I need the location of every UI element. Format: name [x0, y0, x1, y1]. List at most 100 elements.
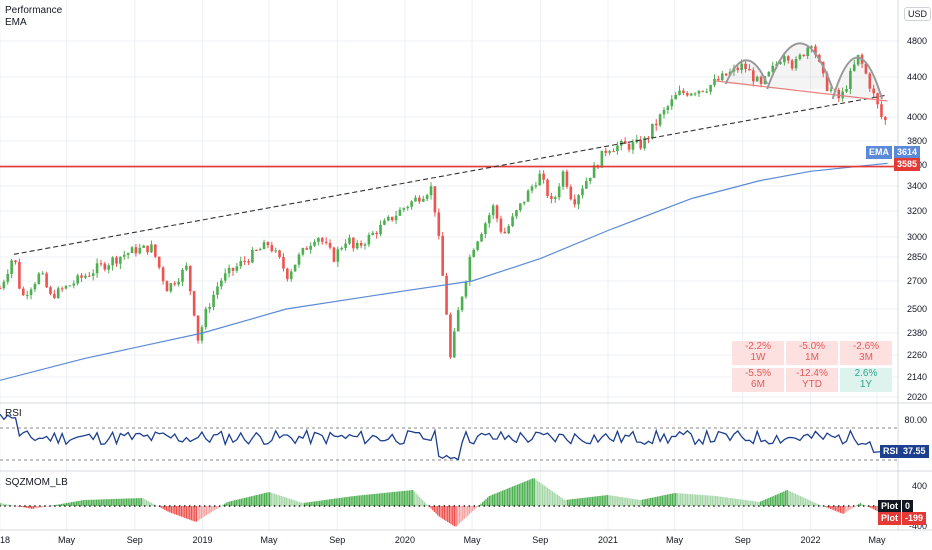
candle-body-89 — [344, 243, 347, 248]
candle-body-67 — [258, 249, 262, 251]
momentum-bar-374 — [621, 497, 624, 506]
momentum-bar-514 — [854, 506, 857, 507]
plot-name-tag-2: Plot — [878, 512, 901, 525]
price-tick-label-12: 2260 — [907, 350, 927, 360]
momentum-bar-447 — [743, 499, 745, 506]
momentum-bar-187 — [310, 501, 312, 506]
momentum-bar-82 — [135, 498, 138, 506]
squeeze-dot-426 — [708, 505, 710, 507]
momentum-bar-312 — [518, 483, 520, 506]
squeeze-dot-177 — [293, 505, 296, 507]
momentum-bar-422 — [701, 495, 703, 506]
momentum-bar-395 — [656, 496, 659, 506]
candle-body-151 — [585, 181, 588, 189]
currency-label[interactable]: USD — [904, 7, 932, 21]
momentum-bar-453 — [753, 501, 755, 506]
squeeze-dot-147 — [243, 505, 246, 507]
candle-body-202 — [783, 56, 786, 63]
momentum-bar-438 — [728, 497, 730, 506]
momentum-bar-116 — [192, 506, 194, 521]
momentum-bar-324 — [538, 481, 540, 506]
momentum-bar-272 — [452, 506, 454, 526]
candle-body-207 — [802, 54, 806, 57]
momentum-bar-362 — [601, 495, 604, 506]
squeeze-dot-225 — [373, 505, 376, 507]
squeeze-dot-495 — [822, 505, 825, 507]
momentum-bar-126 — [209, 506, 211, 514]
squeeze-dot-87 — [143, 505, 146, 507]
candle-body-142 — [550, 196, 553, 200]
momentum-bar-392 — [651, 497, 654, 506]
momentum-bar-295 — [490, 495, 492, 506]
momentum-bar-184 — [305, 502, 307, 506]
momentum-bar-115 — [190, 506, 193, 521]
squeeze-dot-96 — [158, 505, 161, 507]
momentum-bar-220 — [365, 494, 367, 506]
candle-body-90 — [348, 237, 351, 244]
squeeze-dot-330 — [548, 505, 551, 507]
candle-body-185 — [717, 78, 720, 81]
squeeze-dot-276 — [458, 505, 461, 507]
candle-body-214 — [829, 89, 833, 91]
momentum-bar-444 — [738, 499, 740, 506]
squeeze-dot-102 — [168, 505, 171, 507]
momentum-bar-386 — [641, 499, 644, 506]
momentum-bar-173 — [287, 498, 289, 506]
momentum-bar-480 — [798, 495, 800, 506]
squeeze-dot-219 — [363, 505, 366, 507]
momentum-bar-332 — [551, 491, 554, 506]
momentum-bar-459 — [763, 500, 765, 506]
momentum-bar-445 — [739, 499, 742, 506]
momentum-bar-412 — [685, 493, 687, 506]
candle-body-40 — [154, 244, 157, 257]
momentum-bar-191 — [317, 500, 319, 506]
squeeze-dot-282 — [468, 505, 471, 507]
momentum-bar-249 — [413, 491, 416, 506]
candle-body-80 — [309, 245, 312, 250]
momentum-bar-452 — [751, 501, 753, 506]
squeeze-dot-90 — [148, 505, 151, 507]
momentum-bar-277 — [460, 506, 462, 522]
candle-body-182 — [705, 91, 709, 93]
momentum-bar-301 — [500, 491, 502, 506]
momentum-bar-486 — [808, 499, 810, 506]
momentum-bar-427 — [710, 495, 712, 506]
momentum-bar-457 — [759, 501, 762, 506]
time-tick-label-10: May — [666, 535, 684, 545]
price-tick-label-0: 4800 — [907, 36, 927, 46]
squeeze-dot-318 — [528, 505, 531, 507]
momentum-bar-54 — [89, 499, 91, 506]
momentum-bar-212 — [352, 496, 354, 506]
time-tick-label-1: May — [58, 535, 76, 545]
momentum-bar-206 — [342, 497, 344, 506]
momentum-bar-481 — [799, 496, 802, 506]
momentum-bar-64 — [105, 499, 108, 506]
squeeze-dot-414 — [688, 505, 690, 507]
momentum-bar-46 — [75, 501, 78, 506]
momentum-bar-242 — [402, 491, 404, 506]
momentum-bar-321 — [533, 478, 535, 506]
momentum-bar-408 — [678, 493, 680, 506]
momentum-bar-10 — [16, 506, 18, 507]
candle-body-130 — [503, 231, 507, 234]
momentum-bar-478 — [794, 493, 797, 506]
momentum-bar-19 — [31, 506, 33, 509]
candle-body-39 — [150, 244, 153, 253]
candle-body-96 — [371, 232, 375, 235]
momentum-bar-185 — [307, 502, 309, 506]
squeeze-dot-150 — [248, 505, 251, 507]
candle-body-105 — [406, 206, 410, 209]
momentum-bar-403 — [670, 493, 672, 506]
momentum-bar-440 — [731, 498, 733, 506]
candle-body-79 — [305, 248, 309, 250]
squeeze-dot-168 — [278, 505, 281, 507]
candle-body-146 — [565, 171, 569, 187]
momentum-bar-211 — [350, 496, 352, 506]
momentum-bar-404 — [671, 493, 674, 506]
momentum-bar-104 — [172, 506, 174, 514]
candle-body-219 — [849, 70, 852, 90]
momentum-bar-94 — [155, 505, 158, 506]
momentum-bar-91 — [150, 502, 153, 506]
